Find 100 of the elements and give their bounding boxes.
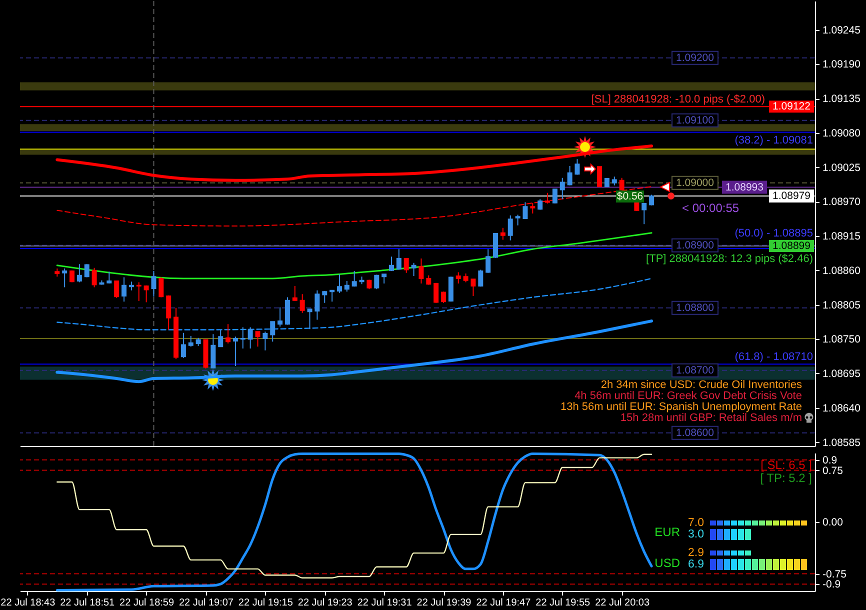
- candlestick: [300, 294, 305, 314]
- annotation: [ TP: 5.2 ]: [760, 471, 812, 485]
- candlestick: [255, 331, 260, 348]
- ref-line-label: 1.08993: [726, 181, 764, 194]
- candlestick: [262, 331, 268, 351]
- candlestick: [278, 306, 283, 328]
- y-tick-label: 1.09025: [822, 162, 861, 174]
- y-tick-label: 1.09190: [822, 58, 861, 71]
- annotation: [TP] 288041928: 12.3 pips ($2.46): [646, 253, 813, 265]
- candlestick: [352, 270, 357, 288]
- candlestick: [232, 336, 238, 366]
- candlestick: [530, 202, 536, 214]
- ref-line-label: 1.09000: [676, 176, 714, 189]
- ref-line-label: 1.08600: [676, 426, 714, 439]
- y-tick-label: -0.75: [822, 568, 847, 580]
- candlestick: [136, 282, 142, 302]
- candlestick: [456, 272, 461, 284]
- y-tick-label: 1.08695: [822, 368, 861, 380]
- candlestick: [144, 284, 149, 303]
- candlestick: [158, 276, 164, 298]
- annotation: 13h 56m until EUR: Spanish Unemployment Rate: [560, 401, 802, 413]
- candlestick: [188, 336, 194, 348]
- candlestick: [522, 202, 528, 219]
- ref-line-label: 1.09100: [676, 114, 714, 126]
- x-tick-label: 22 Jul 18:59: [120, 598, 174, 608]
- y-tick-label: 0.9: [822, 454, 838, 466]
- candlestick: [84, 264, 90, 278]
- candlestick: [574, 158, 580, 176]
- candlestick: [92, 267, 97, 288]
- x-tick-label: 22 Jul 20:03: [595, 598, 650, 608]
- candlestick: [180, 332, 186, 358]
- x-tick-label: 22 Jul 19:31: [357, 598, 412, 608]
- annotation: (61.8) - 1.08710: [734, 351, 813, 364]
- candlestick: [411, 262, 416, 276]
- candlestick: [418, 258, 424, 284]
- x-tick-label: 22 Jul 19:39: [416, 598, 472, 608]
- candlestick: [552, 188, 558, 204]
- candlestick: [218, 329, 224, 348]
- candlestick: [210, 334, 216, 369]
- candlestick: [284, 296, 290, 326]
- candlestick: [226, 324, 231, 344]
- annotation: 7.0: [688, 517, 704, 529]
- y-tick-label: 1.08860: [822, 264, 861, 277]
- y-tick-label: 0.75: [822, 464, 844, 477]
- x-tick-label: 22 Jul 19:47: [476, 598, 532, 608]
- candlestick: [493, 233, 498, 258]
- candlestick: [330, 290, 335, 302]
- ref-line-label: 1.08700: [676, 364, 714, 376]
- annotation: EUR: [654, 525, 680, 539]
- annotation: < 00:00:55: [682, 201, 740, 215]
- candlestick: [307, 308, 312, 330]
- y-tick-label: 1.08750: [822, 334, 861, 346]
- annotation: 15h 28m until GBP: Retail Sales m/m: [620, 412, 802, 424]
- candlestick: [500, 227, 506, 240]
- candlestick: [404, 258, 409, 274]
- ref-line-label: 1.08979: [772, 190, 811, 202]
- annotation: 3.0: [688, 528, 704, 540]
- candlestick: [344, 280, 350, 292]
- annotation: (50.0) - 1.08895: [734, 228, 813, 240]
- candlestick: [388, 256, 394, 272]
- annotation: (38.2) - 1.09081: [734, 134, 813, 146]
- annotation: 2.9: [688, 547, 704, 559]
- y-tick-label: 1.09245: [822, 24, 861, 36]
- x-tick-label: 22 Jul 19:15: [238, 598, 294, 608]
- candlestick: [441, 291, 446, 304]
- candlestick: [374, 274, 380, 290]
- candlestick: [270, 321, 276, 342]
- candlestick: [560, 177, 565, 200]
- x-tick-label: 22 Jul 19:23: [298, 598, 353, 608]
- y-tick-label: 1.08915: [822, 230, 861, 242]
- candlestick: [470, 278, 476, 296]
- x-tick-label: 22 Jul 19:55: [536, 598, 591, 608]
- x-tick-label: 22 Jul 18:43: [0, 598, 56, 608]
- y-tick-label: -0.9: [822, 578, 841, 591]
- ref-line-label: 1.08800: [676, 302, 714, 314]
- candlestick: [545, 192, 550, 204]
- ref-line-label: 1.08900: [676, 239, 714, 252]
- candlestick: [434, 282, 439, 304]
- candlestick: [122, 276, 127, 302]
- y-tick-label: 1.09135: [822, 93, 861, 105]
- candlestick: [382, 274, 387, 284]
- y-tick-label: 1.08640: [822, 402, 861, 414]
- y-tick-label: 1.08805: [822, 299, 861, 312]
- candlestick: [538, 198, 543, 210]
- annotation: [SL] 288041928: -10.0 pips (-$2.00): [591, 94, 765, 106]
- annotation: 2h 34m since USD: Crude Oil Inventories: [600, 379, 802, 391]
- ref-line-label: 1.09200: [676, 52, 714, 64]
- annotation: USD: [654, 556, 680, 570]
- candlestick: [322, 290, 328, 304]
- x-tick-label: 22 Jul 18:51: [60, 598, 116, 608]
- candlestick: [166, 294, 172, 330]
- candlestick: [448, 276, 454, 302]
- candlestick: [396, 248, 402, 270]
- y-tick-label: 0.00: [822, 516, 844, 528]
- candlestick: [240, 326, 246, 349]
- candlestick: [62, 268, 68, 288]
- candlestick: [314, 290, 320, 320]
- annotation: 4h 56m until EUR: Greek Gov Debt Crisis Vote: [574, 390, 802, 402]
- y-tick-label: 1.08585: [822, 436, 861, 449]
- annotation: [ SL: 6.5 ]: [760, 458, 812, 472]
